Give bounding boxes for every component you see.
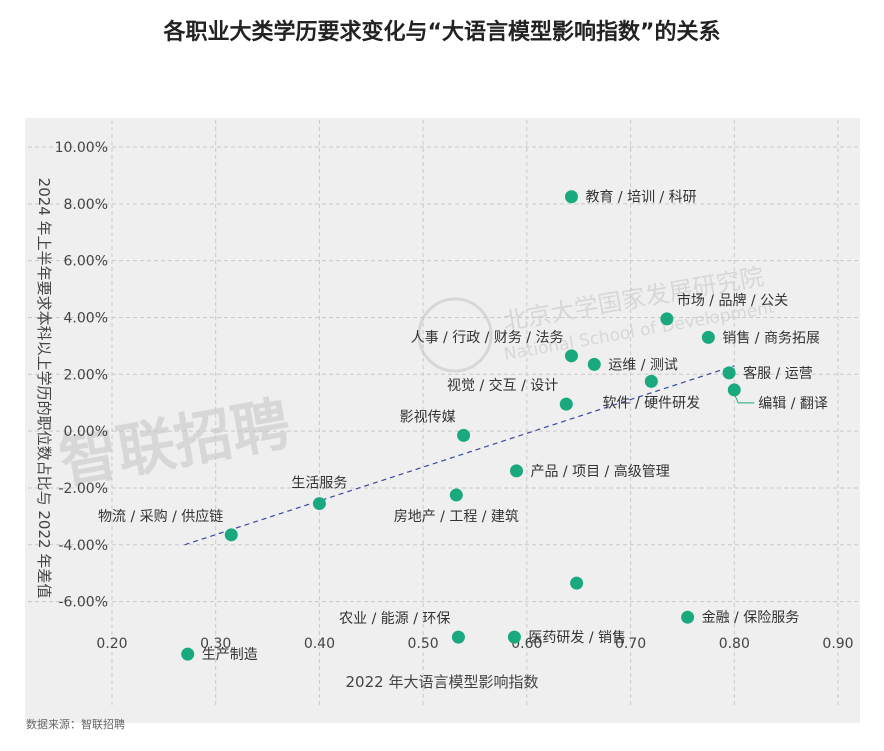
y-tick-label: 10.00%	[55, 140, 108, 156]
point-label: 教育 / 培训 / 科研	[585, 190, 696, 206]
data-point	[181, 647, 195, 661]
point-label: 金融 / 保险服务	[702, 610, 800, 626]
point-label: 生产制造	[202, 647, 258, 663]
grid-lines	[28, 120, 858, 705]
x-tick-label: 0.90	[822, 636, 853, 652]
y-tick-label: -4.00%	[58, 538, 108, 554]
y-tick-label: 6.00%	[64, 254, 108, 270]
x-axis-label: 2022 年大语言模型影响指数	[346, 673, 539, 691]
data-point	[564, 349, 578, 363]
y-tick-label: 2.00%	[64, 367, 108, 383]
point-label: 产品 / 项目 / 高级管理	[530, 463, 669, 480]
data-point	[509, 464, 523, 478]
watermark: 智联招聘 北京大学国家发展研究院 National School of Deve…	[55, 262, 777, 496]
y-tick-label: 0.00%	[64, 424, 108, 440]
point-label: 运维 / 测试	[608, 357, 678, 373]
data-point	[507, 630, 521, 644]
y-tick-label: 4.00%	[64, 310, 108, 326]
data-point	[451, 630, 465, 644]
label-leader-line	[733, 393, 755, 404]
data-point	[224, 528, 238, 542]
data-points	[181, 190, 741, 661]
data-point	[681, 610, 695, 624]
data-point	[564, 190, 578, 204]
data-point	[644, 374, 658, 388]
plot-background	[25, 118, 860, 723]
point-label: 农业 / 能源 / 环保	[339, 611, 450, 627]
point-label: 人事 / 行政 / 财务 / 法务	[411, 330, 564, 346]
data-source-note: 数据来源：智联招聘	[26, 718, 125, 731]
data-point	[312, 497, 326, 511]
trend-line	[184, 365, 735, 546]
watermark-logo	[417, 297, 493, 373]
data-point	[457, 428, 471, 442]
x-tick-label: 0.50	[408, 636, 439, 652]
point-label: 物流 / 采购 / 供应链	[98, 508, 223, 525]
point-label: 生活服务	[291, 476, 347, 492]
data-point	[587, 357, 601, 371]
point-label: 编辑 / 翻译	[758, 396, 828, 412]
point-label: 销售 / 商务拓展	[722, 330, 820, 346]
data-point	[660, 312, 674, 326]
point-label: 客服 / 运营	[743, 365, 813, 382]
x-tick-label: 0.20	[96, 636, 127, 652]
tick-labels: 0.20 0.30 0.40 0.50 0.60 0.70 0.80 0.9010.00%8.…	[55, 140, 854, 652]
data-point	[727, 383, 741, 397]
point-label: 房地产 / 工程 / 建筑	[394, 509, 519, 525]
x-tick-label: 0.30	[200, 636, 231, 652]
data-point	[701, 330, 715, 344]
data-point	[570, 576, 584, 590]
data-point	[722, 366, 736, 380]
point-label: 市场 / 品牌 / 公关	[677, 292, 788, 309]
chart-title: 各职业大类学历要求变化与“大语言模型影响指数”的关系	[163, 20, 721, 45]
point-label: 影视传媒	[400, 409, 456, 425]
x-tick-label: 0.80	[719, 636, 750, 652]
data-point	[559, 397, 573, 411]
point-label: 视觉 / 交互 / 设计	[447, 377, 558, 394]
y-tick-label: -2.00%	[58, 481, 108, 497]
data-point	[449, 488, 463, 502]
y-tick-label: -6.00%	[58, 595, 108, 611]
x-tick-label: 0.70	[615, 636, 646, 652]
y-tick-label: 8.00%	[64, 197, 108, 213]
y-axis-label: 2024 年上半年要求本科以上学历的职位数占比与 2022 年差值	[35, 178, 53, 599]
point-label: 医药研发 / 销售	[528, 630, 626, 646]
point-label: 软件 / 硬件研发	[603, 395, 701, 411]
x-tick-label: 0.40	[304, 636, 335, 652]
